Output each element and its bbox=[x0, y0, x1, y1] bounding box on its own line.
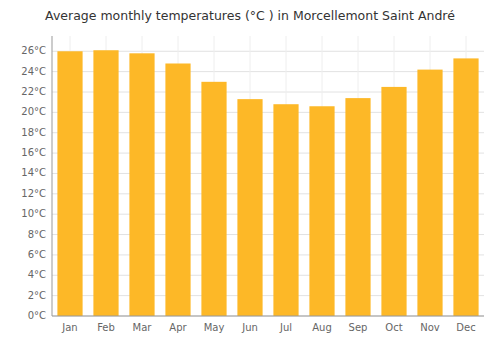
y-tick-label: 26°C bbox=[21, 45, 46, 56]
axes: 0°C 2°C 4°C 6°C 8°C 10°C 12°C 14°C 16°C 18°C 20°C 2… bbox=[21, 36, 484, 333]
x-tick-label: Dec bbox=[456, 322, 475, 333]
y-axis-line bbox=[52, 36, 53, 316]
bar bbox=[309, 106, 334, 316]
y-grid-line bbox=[52, 316, 484, 317]
y-tick-label: 18°C bbox=[21, 127, 46, 138]
x-tick-label: Oct bbox=[385, 322, 402, 333]
chart-svg: 0°C 2°C 4°C 6°C 8°C 10°C 12°C 14°C 16°C 18°C 20°C 2… bbox=[0, 0, 500, 350]
bar bbox=[345, 98, 370, 316]
x-tick-label: Sep bbox=[349, 322, 368, 333]
x-tick-label: May bbox=[204, 322, 225, 333]
y-tick-label: 24°C bbox=[21, 66, 46, 77]
bar bbox=[129, 53, 154, 316]
y-tick-label: 8°C bbox=[28, 229, 46, 240]
y-tick-label: 0°C bbox=[28, 310, 46, 321]
y-tick-label: 22°C bbox=[21, 86, 46, 97]
x-tick-label: Mar bbox=[133, 322, 153, 333]
x-tick-label: Jan bbox=[61, 322, 77, 333]
bar bbox=[165, 63, 190, 316]
x-tick-label: Nov bbox=[420, 322, 440, 333]
x-tick-label: Aug bbox=[312, 322, 332, 333]
y-tick-label: 4°C bbox=[28, 269, 46, 280]
y-tick-label: 6°C bbox=[28, 249, 46, 260]
bars bbox=[57, 50, 478, 316]
x-tick-label: Apr bbox=[169, 322, 187, 333]
x-tick-label: Feb bbox=[97, 322, 115, 333]
bar bbox=[201, 82, 226, 316]
y-tick-label: 16°C bbox=[21, 147, 46, 158]
bar bbox=[93, 50, 118, 316]
y-tick-label: 10°C bbox=[21, 208, 46, 219]
y-tick-label: 12°C bbox=[21, 188, 46, 199]
bar bbox=[237, 99, 262, 316]
x-tick-label: Jun bbox=[241, 322, 258, 333]
bar bbox=[273, 104, 298, 316]
y-tick-label: 14°C bbox=[21, 167, 46, 178]
x-axis-line bbox=[52, 316, 484, 317]
bar bbox=[453, 58, 478, 316]
grid bbox=[52, 36, 484, 316]
chart-title: Average monthly temperatures (°C ) in Mo… bbox=[45, 8, 455, 23]
bar bbox=[57, 51, 82, 316]
x-tick-label: Jul bbox=[279, 322, 292, 333]
y-tick-label: 20°C bbox=[21, 106, 46, 117]
y-tick-label: 2°C bbox=[28, 290, 46, 301]
chart-container: 0°C 2°C 4°C 6°C 8°C 10°C 12°C 14°C 16°C 18°C 20°C 2… bbox=[0, 0, 500, 350]
bar bbox=[417, 70, 442, 316]
bar bbox=[381, 87, 406, 316]
